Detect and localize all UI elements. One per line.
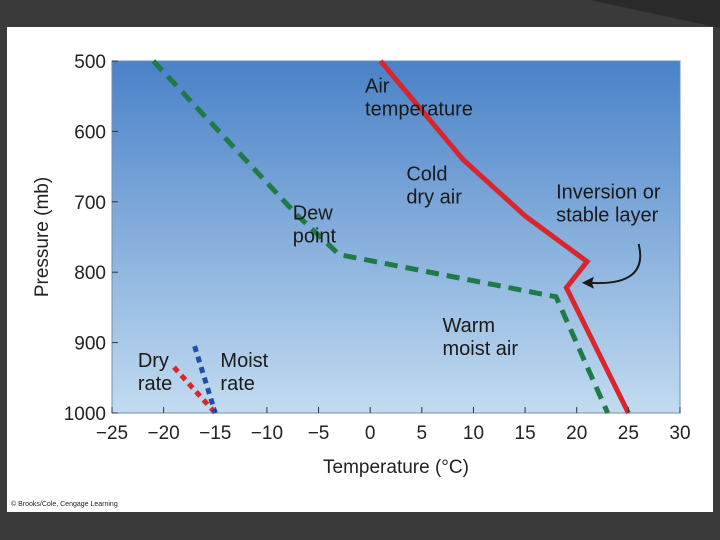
x-tick-label-0: −25	[96, 423, 128, 444]
x-tick-label-8: 15	[515, 423, 536, 444]
annotation-cold-dry-line-0: Cold	[406, 164, 447, 186]
annotation-warm-moist-line-1: moist air	[442, 338, 518, 360]
inversion-arrow-head	[581, 276, 594, 289]
x-tick-label-11: 30	[669, 423, 690, 444]
series-line-moist-rate	[192, 345, 218, 414]
y-tick-label-5: 1000	[64, 404, 106, 425]
annotation-air-temp-line-1: temperature	[365, 99, 473, 121]
annotation-cold-dry: Cold dry air	[406, 164, 462, 209]
annotation-inversion: Inversion or stable layer	[556, 181, 661, 226]
series-line-air-temperature	[378, 59, 631, 415]
inversion-arrow-shaft	[589, 243, 642, 285]
y-tick-label-0: 500	[74, 52, 106, 73]
annotation-moist-rate-line-1: rate	[220, 373, 254, 395]
credit-text: © Brooks/Cole, Cengage Learning	[11, 501, 118, 508]
y-axis-label: Pressure (mb)	[32, 177, 53, 297]
annotation-dry-rate-line-1: rate	[138, 373, 172, 395]
x-tick-label-4: −5	[308, 423, 330, 444]
annotation-dry-rate: Dry rate	[138, 350, 172, 395]
annotation-moist-rate-line-0: Moist	[220, 350, 268, 372]
y-tick-label-1: 600	[74, 122, 106, 143]
series-line-dew-point	[151, 59, 610, 415]
x-tick-label-5: 0	[365, 423, 376, 444]
corner-decoration	[590, 0, 720, 28]
x-tick-label-10: 25	[618, 423, 639, 444]
annotation-warm-moist-line-0: Warm	[442, 315, 495, 337]
y-tick-label-3: 800	[74, 263, 106, 284]
annotation-air-temp: Air temperature	[365, 76, 473, 121]
annotation-dew-point: Dew point	[293, 202, 337, 247]
annotation-dry-rate-line-0: Dry	[138, 350, 169, 372]
annotation-inversion-line-1: stable layer	[556, 204, 659, 226]
x-tick-label-3: −10	[251, 423, 283, 444]
figure-panel: Air temperature Cold dry air Dew point Inversi…	[7, 27, 713, 512]
y-tick-label-2: 700	[74, 193, 106, 214]
y-tick-label-4: 900	[74, 334, 106, 355]
x-tick-label-7: 10	[463, 423, 484, 444]
x-tick-label-9: 20	[566, 423, 587, 444]
annotation-dew-point-line-1: point	[293, 225, 337, 247]
annotation-air-temp-line-0: Air	[365, 76, 390, 98]
plot-area	[111, 60, 681, 414]
x-tick-label-6: 5	[417, 423, 428, 444]
x-axis-label: Temperature (°C)	[323, 457, 469, 478]
annotation-inversion-line-0: Inversion or	[556, 181, 661, 203]
annotation-moist-rate: Moist rate	[220, 350, 268, 395]
annotation-warm-moist: Warm moist air	[442, 315, 518, 360]
sounding-chart: Air temperature Cold dry air Dew point Inversi…	[32, 52, 691, 478]
annotation-cold-dry-line-1: dry air	[406, 187, 462, 209]
x-tick-label-1: −20	[148, 423, 180, 444]
annotation-dew-point-line-0: Dew	[293, 202, 334, 224]
x-tick-label-2: −15	[199, 423, 231, 444]
